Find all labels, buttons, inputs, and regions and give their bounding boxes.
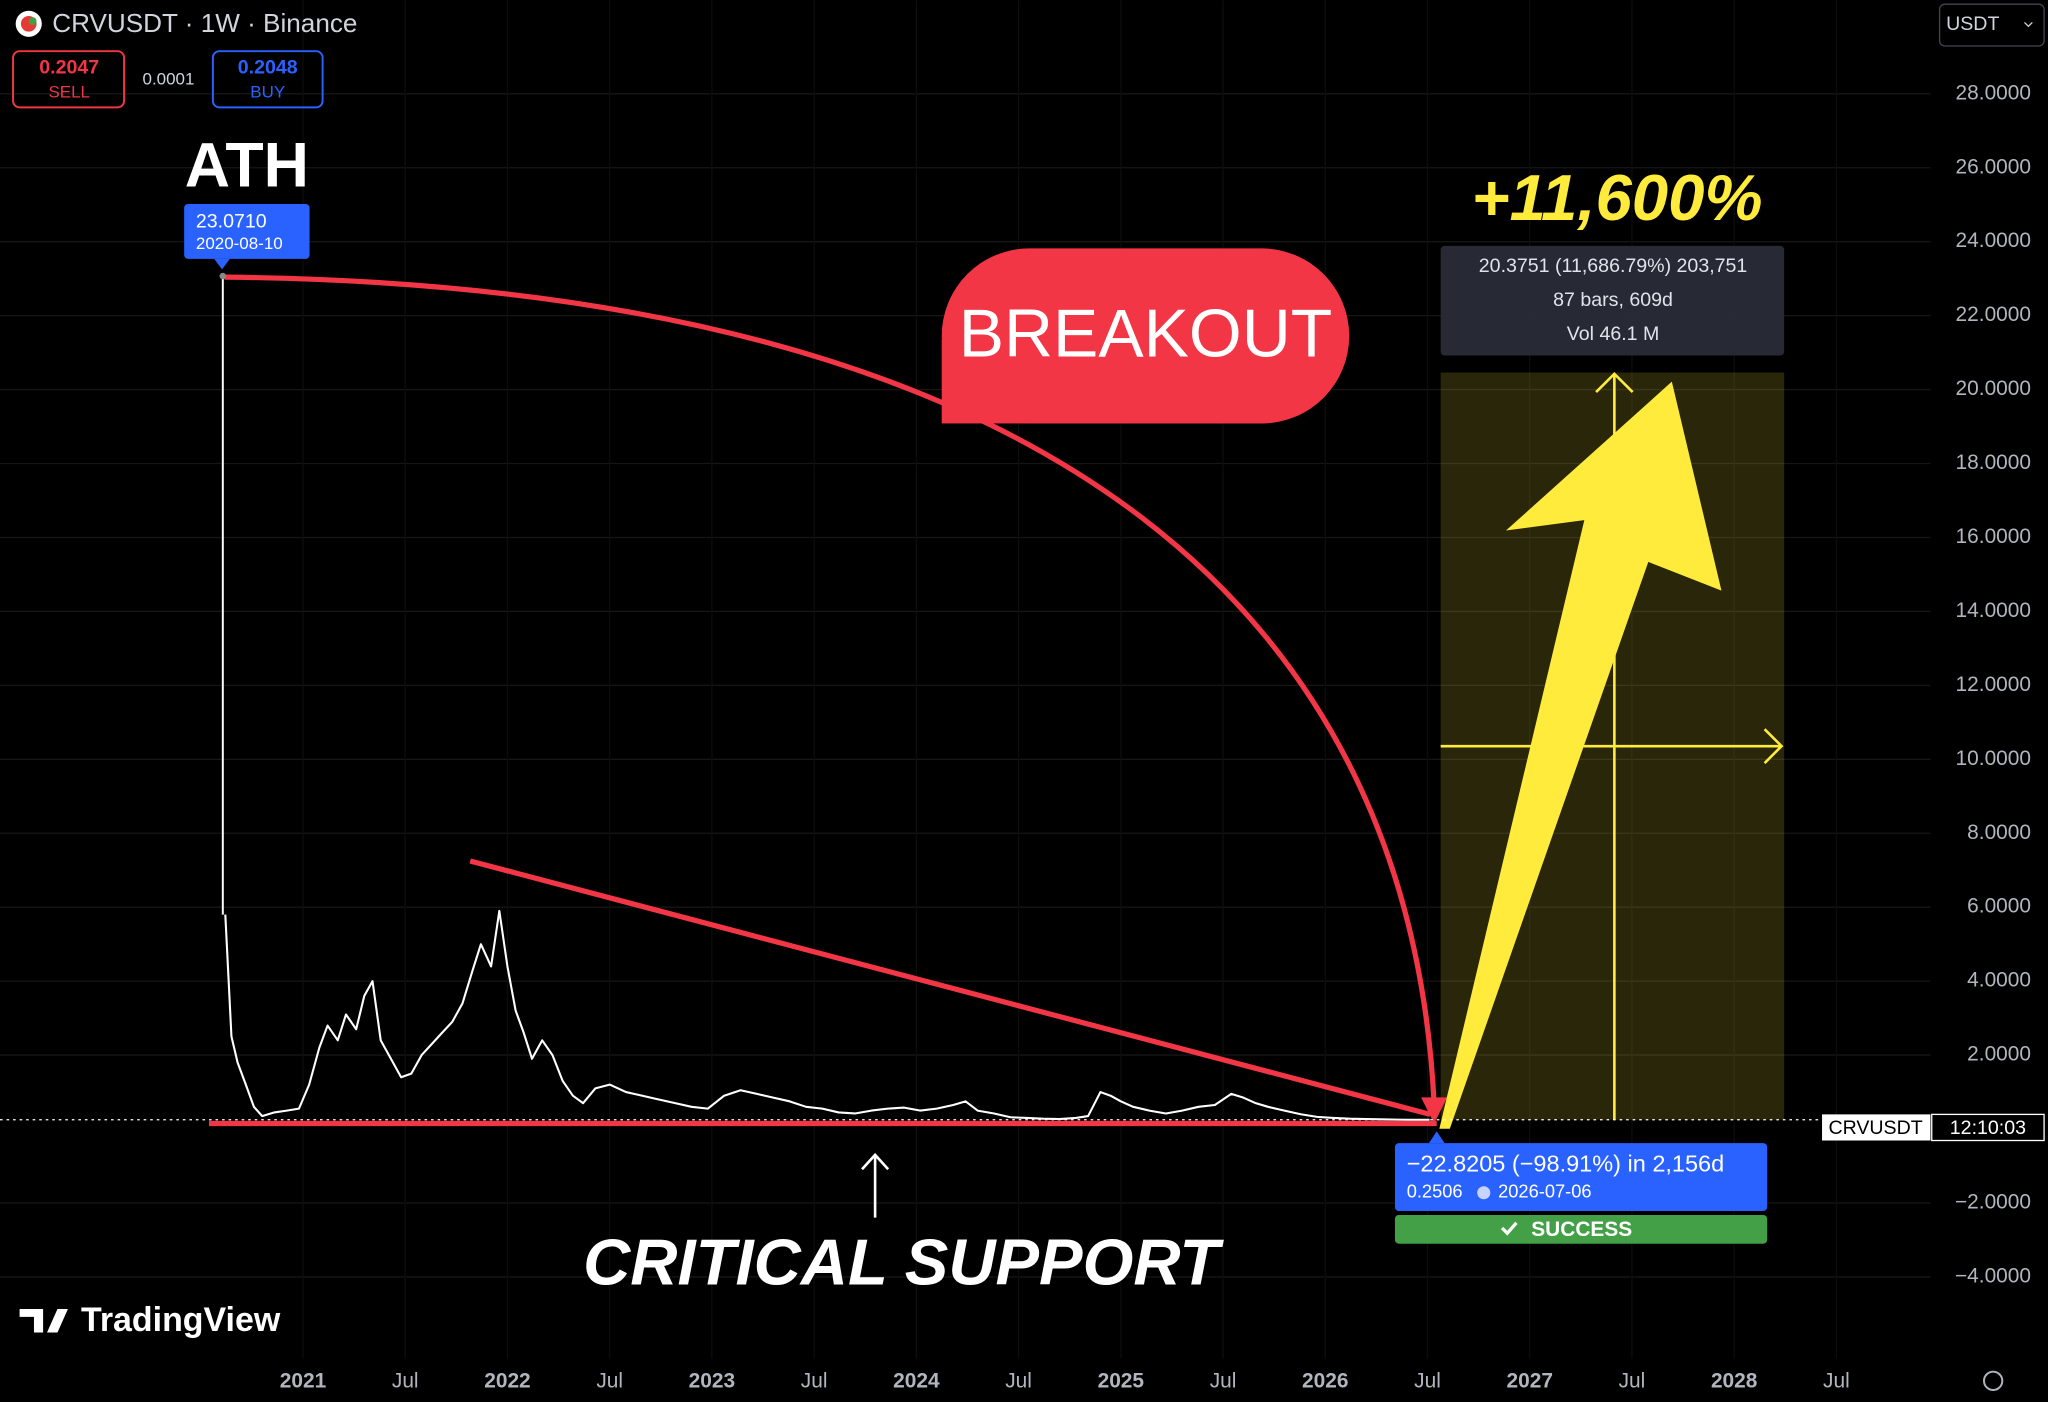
logo-dot: [28, 17, 37, 26]
drawdown-price: 0.2506: [1407, 1181, 1463, 1202]
y-tick-label: −2.0000: [1955, 1190, 2031, 1213]
breakout-arrow: [1439, 381, 1722, 1129]
sell-label: SELL: [48, 82, 90, 101]
y-tick-label: 28.0000: [1956, 81, 2031, 104]
gain-text: +11,600%: [1471, 161, 1762, 234]
x-tick-label: Jul: [1823, 1370, 1850, 1393]
projection-h-line: [1440, 728, 1784, 765]
drawdown-pointer: [1428, 1131, 1445, 1144]
x-tick-label: Jul: [1619, 1370, 1646, 1393]
support-arrow: [861, 1152, 890, 1218]
x-tick-label: Jul: [1210, 1370, 1237, 1393]
settings-icon[interactable]: [1983, 1370, 2004, 1391]
price-line: [224, 909, 1430, 1121]
success-box: [1394, 1214, 1768, 1244]
breakout-pill: [941, 248, 1350, 424]
y-tick-label: 6.0000: [1967, 895, 2031, 918]
trend-line: [469, 858, 1431, 1117]
projection-box: [1440, 245, 1785, 356]
clock-icon: [1477, 1186, 1491, 1200]
x-tick-label: 2026: [1302, 1370, 1348, 1393]
price-symbol: CRVUSDT: [1828, 1117, 1922, 1139]
spread: 0.0001: [143, 69, 195, 88]
y-tick-label: 20.0000: [1956, 377, 2031, 400]
sell-button[interactable]: [12, 50, 126, 109]
arrow-head: [1421, 1097, 1448, 1124]
ath-title: ATH: [185, 131, 309, 201]
currency-dropdown[interactable]: [1938, 3, 2045, 47]
x-tick-label: 2021: [280, 1370, 327, 1393]
support-text: CRITICAL SUPPORT: [583, 1225, 1224, 1298]
y-tick-label: 12.0000: [1956, 673, 2031, 696]
y-tick-label: 14.0000: [1956, 599, 2031, 622]
y-tick-label: 2.0000: [1967, 1043, 2031, 1066]
x-tick-label: Jul: [1414, 1370, 1441, 1393]
projection-text: 20.3751 (11,686.79%) 203,751: [1479, 255, 1748, 277]
projection-volume: Vol 46.1 M: [1567, 323, 1660, 345]
x-tick-label: Jul: [1005, 1370, 1032, 1393]
price-time-box: [1931, 1113, 2045, 1142]
brand: TradingView: [81, 1301, 281, 1339]
x-tick-label: 2022: [484, 1370, 530, 1393]
arc-line: [224, 274, 1437, 1105]
sell-price: 0.2047: [39, 56, 99, 78]
buy-label: BUY: [250, 82, 285, 101]
breakout-corner: [941, 339, 1034, 424]
y-tick-label: 10.0000: [1956, 747, 2031, 770]
y-tick-label: 16.0000: [1956, 525, 2031, 548]
projection-bars: 87 bars, 609d: [1553, 289, 1673, 311]
ath-value: 23.0710: [196, 210, 267, 232]
ath-pointer: [214, 258, 230, 270]
x-tick-label: 2027: [1506, 1370, 1552, 1393]
y-tick-label: 8.0000: [1967, 821, 2031, 844]
x-tick-label: 2023: [689, 1370, 735, 1393]
price-symbol-box: [1822, 1114, 1931, 1141]
y-tick-label: 22.0000: [1956, 303, 2031, 326]
drawdown-text: −22.8205 (−98.91%) in 2,156d: [1407, 1151, 1725, 1177]
brand-logo: [19, 1309, 68, 1333]
symbol: CRVUSDT · 1W · Binance: [52, 8, 357, 38]
x-tick-label: Jul: [801, 1370, 828, 1393]
ath-date: 2020-08-10: [196, 234, 283, 253]
x-tick-label: 2028: [1711, 1370, 1757, 1393]
buy-price: 0.2048: [238, 56, 298, 78]
drawdown-date: 2026-07-06: [1498, 1181, 1591, 1202]
ath-box: [184, 204, 310, 259]
ath-point: [219, 272, 227, 280]
x-tick-label: 2025: [1098, 1370, 1145, 1393]
check-icon: [1500, 1221, 1518, 1236]
y-tick-label: −4.0000: [1955, 1264, 2031, 1287]
x-tick-label: Jul: [596, 1370, 623, 1393]
buy-button[interactable]: [211, 50, 324, 109]
y-tick-label: 18.0000: [1956, 451, 2031, 474]
y-tick-label: 24.0000: [1956, 229, 2031, 252]
y-tick-label: 4.0000: [1967, 969, 2031, 992]
breakout-text: BREAKOUT: [959, 296, 1333, 371]
x-tick-label: 2024: [893, 1370, 940, 1393]
x-tick-label: Jul: [392, 1370, 419, 1393]
series: [219, 272, 1430, 1121]
y-tick-label: 26.0000: [1956, 155, 2031, 178]
currency: USDT: [1946, 13, 1999, 35]
success-text: SUCCESS: [1531, 1218, 1632, 1241]
chevron: [2024, 22, 2033, 28]
price-time: 12:10:03: [1950, 1117, 2026, 1139]
